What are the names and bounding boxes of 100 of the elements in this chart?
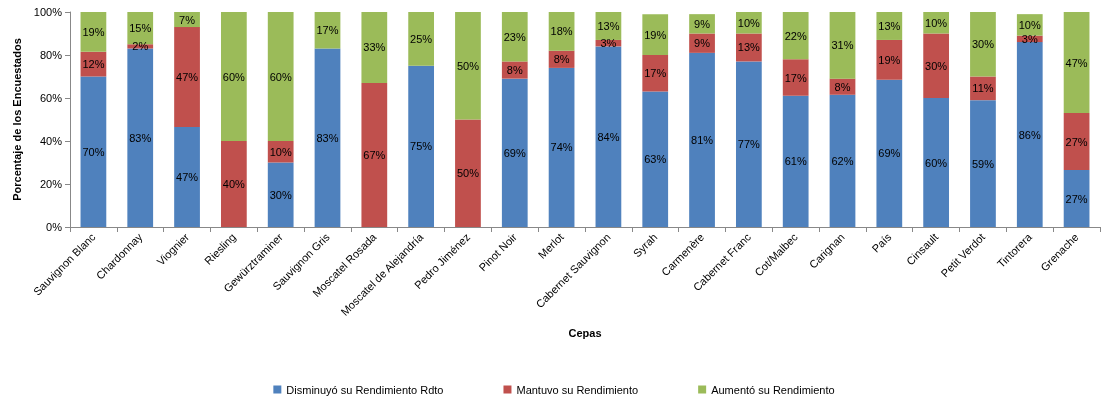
data-label: 27%	[1065, 192, 1088, 205]
data-label: 70%	[82, 145, 105, 158]
bar	[314, 48, 341, 227]
data-label: 23%	[503, 30, 526, 43]
y-tick-label: 0%	[46, 221, 63, 233]
data-label: 19%	[82, 25, 105, 38]
data-label: 17%	[316, 24, 339, 37]
data-label: 30%	[269, 188, 292, 201]
data-label: 8%	[506, 64, 523, 77]
data-label: 59%	[971, 157, 995, 170]
bar	[642, 91, 669, 227]
data-label: 77%	[737, 138, 761, 151]
data-label: 63%	[644, 153, 667, 166]
bar	[1063, 170, 1090, 227]
data-label: 47%	[1065, 56, 1088, 69]
data-label: 10%	[737, 16, 761, 29]
data-label: 33%	[363, 41, 386, 54]
bar	[642, 55, 669, 92]
bar	[1063, 12, 1090, 114]
data-label: 19%	[644, 28, 667, 41]
y-tick-label: 60%	[39, 92, 63, 104]
bar	[361, 82, 388, 227]
bar	[782, 12, 809, 60]
bar	[220, 12, 247, 141]
bar	[408, 12, 435, 66]
data-label: 7%	[179, 13, 196, 26]
data-label: 31%	[831, 39, 854, 52]
bar	[80, 76, 107, 227]
data-label: 74%	[550, 141, 573, 154]
bar	[829, 12, 856, 79]
data-label: 13%	[737, 41, 761, 54]
bar	[455, 12, 481, 120]
data-label: 8%	[553, 53, 570, 66]
data-label: 27%	[1065, 135, 1088, 148]
data-label: 86%	[1018, 128, 1041, 141]
data-label: 17%	[644, 67, 667, 80]
bar	[642, 14, 669, 55]
data-label: 69%	[878, 147, 901, 160]
bar	[829, 94, 856, 227]
y-tick-label: 20%	[39, 178, 63, 190]
data-label: 3%	[600, 37, 617, 50]
legend-label: Disminuyó su Rendimiento Rdto	[286, 383, 444, 396]
data-label: 22%	[784, 29, 807, 42]
data-label: 10%	[1018, 18, 1041, 31]
data-label: 17%	[784, 71, 807, 84]
data-label: 15%	[129, 22, 152, 35]
data-label: 18%	[550, 25, 573, 38]
data-label: 81%	[691, 133, 714, 146]
x-axis-title: Cepas	[568, 326, 602, 339]
data-label: 30%	[971, 38, 995, 51]
bar	[455, 119, 481, 227]
bar	[174, 27, 200, 128]
bar	[782, 59, 809, 96]
bar	[501, 12, 528, 62]
bar	[408, 65, 435, 227]
bar	[735, 61, 762, 227]
data-label: 25%	[410, 32, 433, 45]
bar	[220, 141, 247, 227]
bar	[1016, 42, 1043, 227]
y-tick-label: 80%	[39, 49, 63, 61]
data-label: 84%	[597, 130, 620, 143]
y-tick-label: 40%	[39, 135, 63, 147]
data-label: 10%	[925, 16, 948, 29]
data-label: 13%	[878, 19, 901, 32]
data-label: 60%	[925, 156, 948, 169]
bar	[923, 98, 950, 227]
data-label: 62%	[831, 154, 854, 167]
bar	[595, 46, 622, 227]
bar	[970, 100, 996, 227]
bar	[970, 12, 996, 77]
data-label: 50%	[456, 59, 480, 72]
bar	[782, 95, 809, 227]
data-label: 12%	[82, 58, 105, 71]
data-label: 83%	[129, 131, 152, 144]
data-label: 11%	[972, 82, 994, 95]
data-label: 83%	[316, 131, 339, 144]
legend-label: Mantuvo su Rendimiento	[516, 383, 639, 396]
data-label: 10%	[269, 145, 292, 158]
bar	[1063, 113, 1090, 171]
data-label: 13%	[597, 19, 620, 32]
bar	[361, 12, 388, 83]
data-label: 61%	[784, 155, 807, 168]
bar	[923, 33, 950, 98]
bar	[267, 162, 294, 227]
data-label: 60%	[269, 70, 292, 83]
data-label: 69%	[503, 146, 526, 159]
data-label: 9%	[694, 17, 711, 30]
data-label: 8%	[834, 80, 851, 93]
data-label: 9%	[694, 37, 711, 50]
y-axis-title: Porcentaje de los Encuestados	[10, 38, 23, 201]
bar	[174, 127, 200, 227]
data-label: 19%	[878, 53, 901, 66]
data-label: 60%	[222, 70, 246, 83]
data-label: 50%	[456, 167, 480, 180]
legend-label: Aumentó su Rendimiento	[711, 383, 835, 396]
data-label: 40%	[222, 178, 246, 190]
y-tick-label: 100%	[33, 6, 63, 18]
bar	[876, 39, 903, 80]
bar	[876, 79, 903, 227]
bar	[548, 67, 575, 227]
